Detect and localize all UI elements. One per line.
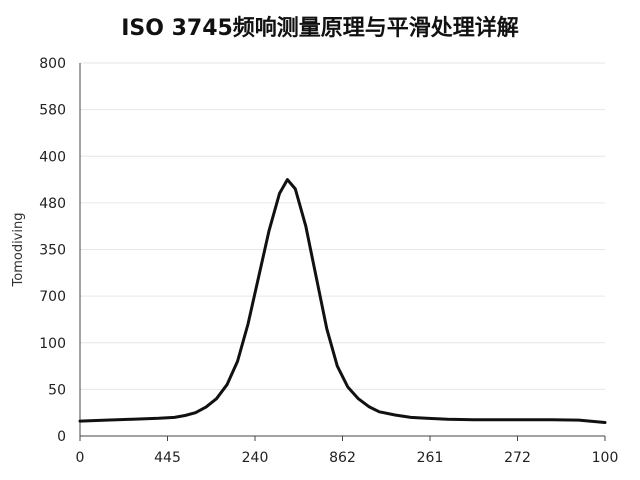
series-line [78, 178, 607, 424]
series [78, 178, 607, 424]
x-tick-label: 100 [592, 450, 619, 466]
grid [80, 62, 605, 390]
y-tick-label: 50 [48, 382, 66, 398]
x-tick-labels: 0 445 240 862 261 272 100 [76, 450, 619, 466]
x-tick-label: 272 [504, 450, 531, 466]
y-tick-label: 480 [39, 196, 66, 212]
y-axis-label: Tomodiving [11, 213, 26, 288]
y-tick-label: 700 [39, 289, 66, 305]
y-tick-label: 100 [39, 336, 66, 352]
y-tick-label: 350 [39, 243, 66, 259]
y-tick-label: 580 [39, 103, 66, 119]
y-tick-label: 0 [57, 429, 66, 445]
x-tick-label: 445 [154, 450, 181, 466]
x-tick-label: 240 [242, 450, 269, 466]
y-tick-labels: 0 50 100 700 350 480 400 580 800 [39, 56, 66, 445]
axes [79, 63, 606, 441]
x-tick-label: 261 [417, 450, 444, 466]
y-tick-label: 400 [39, 149, 66, 165]
x-tick-label: 0 [76, 450, 85, 466]
y-tick-label: 800 [39, 56, 66, 72]
chart-title: ISO 3745频响测量原理与平滑处理详解 [121, 16, 519, 41]
x-tick-label: 862 [329, 450, 356, 466]
